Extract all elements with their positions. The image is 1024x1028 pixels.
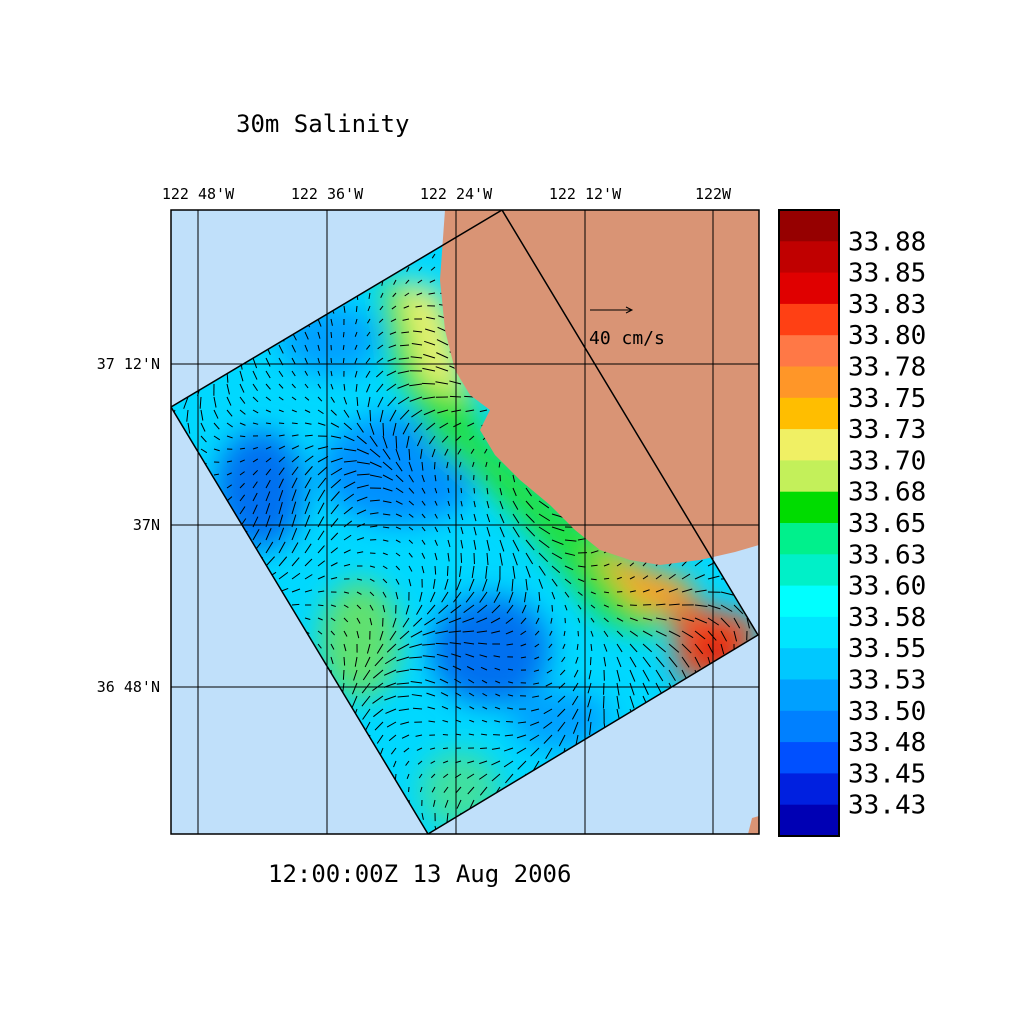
velocity-vector xyxy=(443,734,448,735)
colorbar-band xyxy=(779,648,839,680)
colorbar-label: 33.83 xyxy=(848,290,926,320)
colorbar-label: 33.43 xyxy=(848,791,926,821)
colorbar-band xyxy=(779,429,839,461)
velocity-vector xyxy=(591,579,597,580)
colorbar-band xyxy=(779,367,839,399)
velocity-vector xyxy=(461,553,462,563)
colorbar-label: 33.78 xyxy=(848,353,926,383)
velocity-vector xyxy=(443,748,448,749)
colorbar-label: 33.50 xyxy=(848,697,926,727)
colorbar-band xyxy=(779,617,839,649)
velocity-vector xyxy=(396,436,397,449)
velocity-vector xyxy=(344,657,345,666)
title: 30m Salinity xyxy=(236,110,409,138)
velocity-vector xyxy=(435,566,436,575)
colorbar-band xyxy=(779,460,839,492)
velocity-vector xyxy=(474,488,475,493)
velocity-vector xyxy=(447,566,448,576)
colorbar-band xyxy=(779,304,839,336)
colorbar-band xyxy=(779,241,839,273)
y-label: 36 48'N xyxy=(97,678,160,696)
colorbar-band xyxy=(779,210,839,242)
colorbar-band xyxy=(779,554,839,586)
colorbar-label: 33.65 xyxy=(848,509,926,539)
colorbar-band xyxy=(779,273,839,305)
colorbar-band xyxy=(779,335,839,367)
colorbar-label: 33.88 xyxy=(848,227,926,257)
velocity-vector xyxy=(318,605,323,606)
colorbar-band xyxy=(779,742,839,774)
velocity-vector xyxy=(422,383,435,384)
velocity-vector xyxy=(331,358,332,363)
x-label: 122W xyxy=(695,185,732,203)
colorbar-label: 33.75 xyxy=(848,384,926,414)
velocity-vector xyxy=(436,643,448,644)
colorbar: 33.8833.8533.8333.8033.7833.7533.7333.70… xyxy=(779,210,926,837)
velocity-vector xyxy=(383,423,384,436)
y-label: 37 12'N xyxy=(97,355,160,373)
colorbar-label: 33.58 xyxy=(848,603,926,633)
colorbar-band xyxy=(779,773,839,805)
velocity-vector xyxy=(292,604,299,605)
colorbar-label: 33.85 xyxy=(848,259,926,289)
colorbar-label: 33.60 xyxy=(848,572,926,602)
colorbar-band xyxy=(779,586,839,618)
colorbar-label: 33.73 xyxy=(848,415,926,445)
colorbar-label: 33.53 xyxy=(848,666,926,696)
x-label: 122 12'W xyxy=(549,185,622,203)
velocity-vector xyxy=(370,410,371,421)
x-label: 122 36'W xyxy=(291,185,364,203)
velocity-vector xyxy=(240,436,245,437)
colorbar-band xyxy=(779,523,839,555)
colorbar-label: 33.70 xyxy=(848,446,926,476)
velocity-vector xyxy=(604,578,609,579)
velocity-vector xyxy=(410,669,422,670)
velocity-vector xyxy=(461,488,462,493)
y-label: 37N xyxy=(133,516,160,534)
colorbar-label: 33.68 xyxy=(848,478,926,508)
timestamp: 12:00:00Z 13 Aug 2006 xyxy=(268,860,571,888)
colorbar-band xyxy=(779,711,839,743)
velocity-vector xyxy=(480,748,487,749)
velocity-vector xyxy=(266,435,271,436)
velocity-vector xyxy=(356,306,357,312)
x-label: 122 24'W xyxy=(420,185,493,203)
colorbar-label: 33.45 xyxy=(848,759,926,789)
x-label: 122 48'W xyxy=(162,185,235,203)
velocity-vector xyxy=(292,423,298,424)
velocity-vector xyxy=(331,332,332,338)
velocity-vector xyxy=(590,657,591,665)
velocity-vector xyxy=(343,670,344,680)
map xyxy=(164,206,760,839)
colorbar-label: 33.80 xyxy=(848,321,926,351)
colorbar-label: 33.63 xyxy=(848,540,926,570)
velocity-vector xyxy=(603,696,604,709)
velocity-vector xyxy=(450,396,461,397)
velocity-vector xyxy=(434,462,435,469)
velocity-vector xyxy=(343,332,344,337)
colorbar-label: 33.48 xyxy=(848,728,926,758)
colorbar-band xyxy=(779,805,839,837)
velocity-vector xyxy=(279,423,284,424)
vector-scale: 40 cm/s xyxy=(589,328,665,349)
velocity-vector xyxy=(506,721,513,722)
colorbar-band xyxy=(779,680,839,712)
colorbar-band xyxy=(779,398,839,430)
colorbar-band xyxy=(779,492,839,524)
velocity-vector xyxy=(343,358,344,363)
colorbar-label: 33.55 xyxy=(848,634,926,664)
